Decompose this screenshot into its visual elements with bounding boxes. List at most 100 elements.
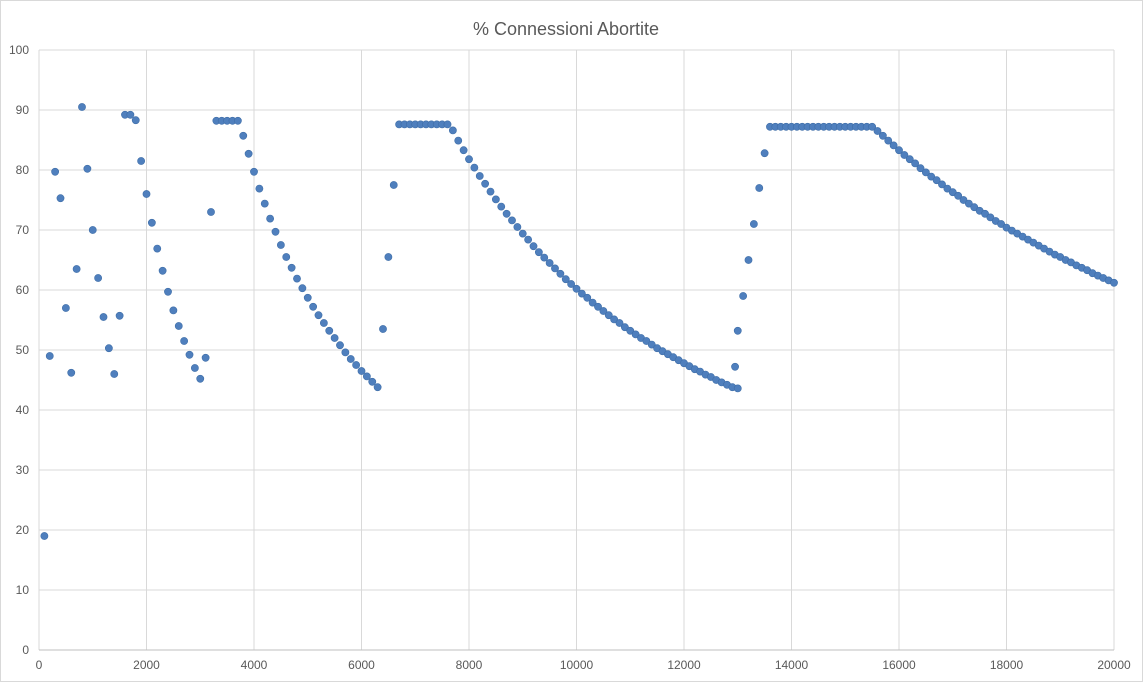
- data-point: [620, 323, 629, 332]
- data-point: [325, 326, 334, 335]
- data-point: [147, 218, 156, 227]
- data-point: [744, 256, 753, 264]
- data-point: [384, 253, 393, 261]
- data-point: [56, 194, 65, 203]
- data-point: [346, 355, 355, 363]
- data-point: [567, 280, 576, 288]
- data-point: [981, 209, 989, 218]
- chart-title: % Connessioni Abortite: [473, 19, 659, 39]
- x-tick-label: 2000: [133, 658, 160, 672]
- data-point: [110, 370, 119, 378]
- data-point: [115, 311, 124, 320]
- data-point: [927, 172, 936, 181]
- data-point: [518, 229, 527, 238]
- data-point: [997, 220, 1006, 228]
- data-point: [293, 274, 301, 283]
- x-tick-label: 4000: [241, 658, 268, 672]
- data-point: [475, 172, 484, 180]
- data-point: [51, 167, 60, 176]
- data-point: [137, 157, 146, 165]
- data-point: [357, 367, 366, 375]
- data-point: [540, 253, 549, 262]
- y-tick-label: 20: [16, 523, 30, 537]
- data-point: [201, 353, 210, 362]
- data-point: [180, 337, 189, 345]
- data-point: [889, 141, 898, 150]
- data-point: [545, 259, 554, 267]
- data-point: [153, 244, 162, 253]
- data-point: [572, 284, 581, 293]
- x-tick-label: 16000: [882, 658, 916, 672]
- data-point: [61, 304, 70, 312]
- data-point: [298, 284, 307, 293]
- data-point: [67, 368, 76, 377]
- data-point: [104, 344, 113, 353]
- tick-labels: 0 10 20 30 40 50 60 70 80 90 100 0 2000 4000 6000 8000 1…: [9, 43, 1131, 672]
- data-point: [626, 326, 635, 335]
- data-point: [158, 266, 167, 275]
- data-point: [868, 122, 877, 131]
- data-point: [964, 199, 973, 208]
- data-point: [255, 184, 264, 193]
- data-point: [739, 292, 748, 300]
- data-point: [970, 203, 979, 212]
- data-point: [470, 163, 479, 172]
- data-point: [448, 126, 457, 135]
- gridlines: [38, 49, 1115, 650]
- x-tick-label: 10000: [560, 658, 594, 672]
- data-point: [529, 242, 538, 251]
- data-point: [588, 298, 597, 307]
- data-point: [491, 195, 500, 204]
- data-point: [884, 136, 893, 145]
- data-point: [733, 384, 742, 393]
- x-tick-label: 18000: [990, 658, 1024, 672]
- data-point: [943, 184, 952, 193]
- data-point: [443, 120, 452, 129]
- data-point: [599, 307, 608, 315]
- data-point: [319, 319, 328, 327]
- data-point: [250, 167, 258, 176]
- y-tick-label: 50: [16, 343, 30, 357]
- data-point: [207, 208, 215, 216]
- data-point: [932, 176, 941, 185]
- data-point: [336, 341, 344, 350]
- data-point: [594, 302, 602, 311]
- data-point: [524, 235, 533, 244]
- data-point: [314, 311, 323, 320]
- data-point: [642, 337, 651, 345]
- data-point: [921, 168, 930, 177]
- data-point: [733, 326, 742, 335]
- y-tick-label: 90: [16, 103, 30, 117]
- data-point: [760, 149, 769, 158]
- x-tick-label: 20000: [1097, 658, 1131, 672]
- data-point: [749, 220, 758, 228]
- data-point: [72, 265, 81, 273]
- data-point: [551, 264, 559, 273]
- data-point: [486, 187, 495, 196]
- data-point: [287, 263, 296, 272]
- data-point: [604, 311, 613, 320]
- x-tick-label: 14000: [775, 658, 809, 672]
- y-tick-label: 0: [22, 643, 29, 657]
- data-point: [282, 253, 291, 261]
- data-point: [233, 116, 242, 125]
- data-point: [276, 241, 285, 249]
- data-point: [164, 287, 172, 296]
- data-point: [266, 214, 275, 223]
- data-point: [368, 377, 377, 386]
- data-point: [341, 348, 350, 357]
- data-point: [190, 364, 199, 372]
- data-point: [895, 146, 903, 155]
- data-point: [631, 330, 640, 339]
- data-point: [873, 127, 882, 135]
- data-point: [556, 269, 565, 278]
- data-point: [731, 362, 739, 371]
- data-point: [911, 159, 920, 168]
- y-tick-label: 10: [16, 583, 30, 597]
- data-point: [465, 155, 473, 164]
- data-point: [330, 334, 339, 342]
- data-point: [454, 136, 463, 145]
- data-point: [986, 213, 995, 222]
- y-tick-label: 30: [16, 463, 30, 477]
- data-point: [583, 293, 592, 302]
